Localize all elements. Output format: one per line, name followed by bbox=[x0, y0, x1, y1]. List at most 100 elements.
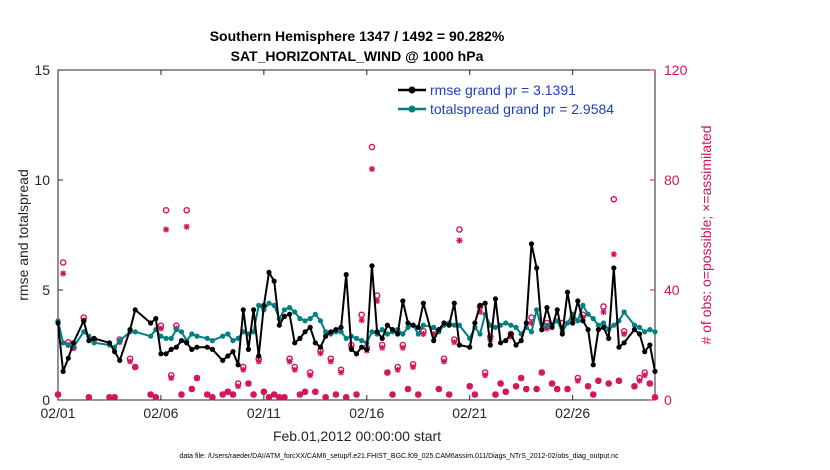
rmse-point bbox=[436, 327, 442, 333]
rmse-point bbox=[132, 307, 138, 313]
y-axis-ticks: 0 5 10 15 bbox=[34, 62, 63, 408]
totalspread-point bbox=[168, 335, 174, 341]
rmse-point bbox=[467, 344, 473, 350]
rmse-point bbox=[307, 324, 313, 330]
totalspread-point bbox=[81, 329, 87, 335]
rmse-point bbox=[292, 340, 298, 346]
rmse-point bbox=[647, 342, 653, 348]
assimilated-obs-marker bbox=[549, 380, 556, 387]
totalspread-point bbox=[220, 333, 226, 339]
assimilated-obs-marker bbox=[317, 350, 324, 357]
rmse-point bbox=[477, 302, 483, 308]
rmse-point bbox=[508, 331, 514, 337]
totalspread-point bbox=[575, 318, 581, 324]
assimilated-obs-marker bbox=[219, 391, 226, 398]
assimilated-obs-marker bbox=[384, 369, 391, 376]
totalspread-point bbox=[477, 331, 483, 337]
rmse-point bbox=[446, 322, 452, 328]
rmse-point bbox=[348, 346, 354, 352]
rmse-point bbox=[523, 320, 529, 326]
rmse-point bbox=[379, 335, 385, 341]
rmse-point bbox=[189, 346, 195, 352]
rmse-point bbox=[570, 320, 576, 326]
assimilated-obs-marker bbox=[276, 394, 283, 401]
rmse-point bbox=[369, 263, 375, 269]
assimilated-obs-marker bbox=[466, 383, 473, 390]
totalspread-point bbox=[230, 338, 236, 344]
assimilated-obs-marker bbox=[435, 386, 442, 392]
assimilated-obs-marker bbox=[55, 391, 61, 398]
assimilated-obs-marker bbox=[193, 375, 200, 381]
x-axis-label: Feb.01,2012 00:00:00 start bbox=[273, 428, 441, 444]
legend-rmse-marker bbox=[408, 86, 416, 94]
assimilated-obs-marker bbox=[291, 366, 298, 373]
assimilated-obs-marker bbox=[312, 388, 319, 395]
totalspread-point bbox=[338, 329, 344, 335]
assimilated-obs-marker bbox=[430, 331, 437, 337]
totalspread-point bbox=[297, 316, 303, 322]
assimilated-obs-marker bbox=[528, 320, 535, 326]
rmse-point bbox=[281, 313, 288, 319]
rmse-point bbox=[60, 368, 66, 374]
rmse-point bbox=[621, 340, 627, 346]
assimilated-obs-marker bbox=[415, 391, 422, 398]
assimilated-obs-marker bbox=[482, 372, 489, 379]
totalspread-point bbox=[189, 331, 195, 337]
rmse-point bbox=[580, 318, 586, 324]
totalspread-point bbox=[204, 335, 210, 341]
assimilated-obs-marker bbox=[250, 391, 257, 398]
assimilated-obs-marker bbox=[245, 380, 252, 387]
y-tick-label: 15 bbox=[34, 62, 50, 78]
rmse-point bbox=[395, 331, 401, 337]
possible-obs-marker bbox=[456, 226, 463, 233]
assimilated-obs-marker bbox=[163, 226, 170, 233]
rmse-point bbox=[70, 340, 77, 346]
totalspread-point bbox=[595, 322, 601, 328]
assimilated-obs-marker bbox=[636, 377, 643, 384]
rmse-point bbox=[261, 302, 267, 308]
rmse-point bbox=[606, 335, 612, 341]
rmse-point bbox=[328, 329, 334, 335]
rmse-line bbox=[57, 242, 656, 373]
assimilated-obs-marker bbox=[518, 375, 525, 381]
rmse-point bbox=[642, 349, 648, 355]
rmse-point bbox=[518, 338, 524, 344]
assimilated-obs-marker bbox=[368, 166, 375, 172]
rmse-point bbox=[503, 338, 509, 344]
totalspread-point bbox=[534, 307, 540, 313]
rmse-point bbox=[178, 338, 185, 344]
totalspread-point bbox=[600, 320, 607, 326]
assimilated-obs-marker bbox=[446, 391, 453, 398]
legend-spread-marker bbox=[408, 105, 416, 113]
assimilated-obs-marker bbox=[235, 383, 242, 390]
y2-tick-label: 0 bbox=[664, 392, 672, 408]
y2-tick-label: 80 bbox=[664, 172, 680, 188]
rmse-point bbox=[256, 353, 262, 359]
assimilated-obs-marker bbox=[605, 380, 612, 387]
totalspread-point bbox=[652, 329, 658, 335]
assimilated-obs-marker bbox=[595, 377, 602, 384]
rmse-point bbox=[112, 349, 118, 355]
totalspread-point bbox=[492, 324, 499, 330]
assimilated-obs-marker bbox=[209, 394, 216, 401]
rmse-point bbox=[595, 327, 601, 333]
totalspread-point bbox=[508, 322, 514, 328]
assimilated-obs-marker bbox=[266, 394, 273, 401]
totalspread-point bbox=[359, 338, 365, 344]
data-file-footnote: data file: /Users/raeder/DAI/ATM_forcXX/… bbox=[179, 453, 619, 460]
x-tick-label: 02/06 bbox=[143, 405, 178, 421]
assimilated-obs-marker bbox=[440, 358, 447, 365]
rmse-point bbox=[616, 344, 622, 350]
possible-obs-marker bbox=[368, 143, 376, 151]
rmse-point bbox=[549, 324, 555, 330]
assimilated-obs-marker bbox=[260, 388, 267, 395]
totalspread-point bbox=[431, 324, 437, 330]
assimilated-obs-marker bbox=[456, 237, 463, 244]
rmse-point bbox=[65, 355, 71, 361]
assimilated-obs-marker bbox=[404, 386, 411, 392]
legend: rmse grand pr = 3.1391 totalspread grand… bbox=[398, 82, 614, 117]
legend-rmse-label: rmse grand pr = 3.1391 bbox=[430, 82, 576, 98]
totalspread-point bbox=[528, 329, 535, 335]
assimilated-obs-marker bbox=[646, 380, 653, 387]
rmse-point bbox=[590, 362, 596, 368]
